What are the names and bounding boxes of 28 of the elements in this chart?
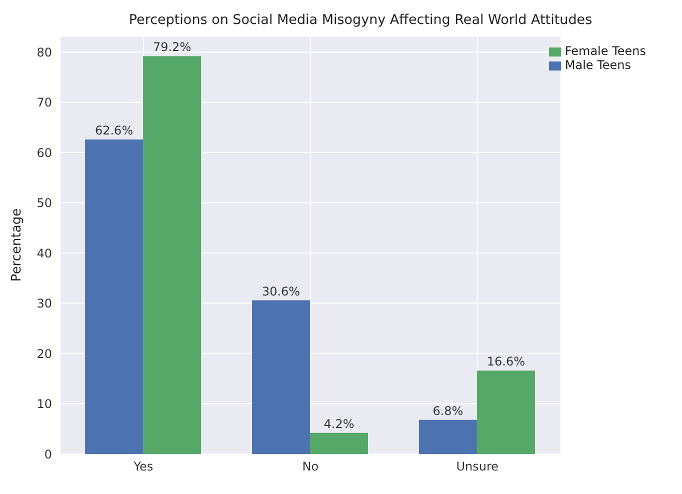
- bar: [310, 432, 368, 454]
- x-tick-label: Unsure: [456, 460, 499, 474]
- legend-label: Female Teens: [564, 44, 646, 58]
- bar: [252, 300, 310, 454]
- x-tick-label: Yes: [132, 460, 154, 474]
- data-label: 62.6%: [94, 123, 134, 138]
- y-tick-label: 10: [36, 397, 52, 412]
- data-label: 30.6%: [262, 284, 300, 298]
- y-tick-label: 60: [36, 146, 52, 160]
- data-label: 16.6%: [486, 354, 526, 369]
- data-label: 79.2%: [152, 40, 192, 54]
- y-tick-label: 40: [36, 246, 52, 260]
- bar: [418, 420, 477, 454]
- y-tick-label: 50: [36, 196, 52, 210]
- y-tick-label: 20: [36, 346, 52, 361]
- y-axis-title: Percentage: [10, 208, 25, 282]
- y-tick-label: 80: [36, 45, 52, 60]
- y-tick-label: 0: [44, 447, 52, 462]
- data-label: 6.8%: [432, 404, 464, 418]
- bar: [476, 370, 535, 454]
- bar: [143, 56, 202, 454]
- bar: [85, 139, 144, 454]
- data-label: 4.2%: [324, 416, 354, 431]
- chart-title: Perceptions on Social Media Misogyny Affecting Real World Attitudes: [128, 12, 594, 28]
- y-tick-label: 30: [36, 296, 52, 311]
- legend-label: Male Teens: [564, 58, 632, 72]
- y-tick-label: 70: [36, 96, 52, 110]
- x-tick-label: No: [302, 460, 319, 474]
